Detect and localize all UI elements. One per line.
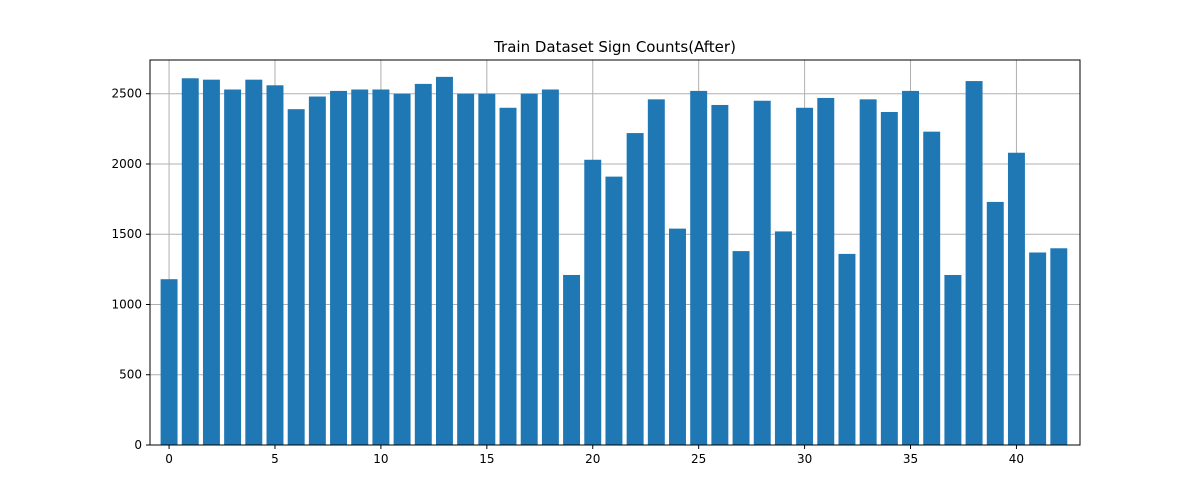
bar — [711, 104, 729, 445]
x-tick-label: 10 — [373, 452, 388, 466]
x-tick-label: 0 — [165, 452, 173, 466]
plot-frame — [149, 59, 1081, 446]
bar — [605, 176, 623, 445]
x-tick-label: 30 — [797, 452, 812, 466]
y-tick-label: 2500 — [111, 87, 142, 101]
bar — [499, 107, 517, 446]
bar — [478, 93, 496, 445]
bar — [753, 100, 771, 446]
chart-title: Train Dataset Sign Counts(After) — [493, 38, 736, 56]
bar — [647, 99, 665, 445]
axes — [149, 59, 1081, 446]
x-tick-label: 40 — [1009, 452, 1024, 466]
bar — [732, 251, 750, 445]
y-tick-label: 0 — [134, 438, 142, 452]
bar — [393, 93, 411, 445]
bar — [902, 90, 919, 445]
x-tick-label: 5 — [271, 452, 279, 466]
bar — [1029, 252, 1047, 445]
bar — [245, 79, 263, 445]
bar — [690, 90, 708, 445]
bar — [541, 89, 559, 446]
x-tick-label: 20 — [585, 452, 600, 466]
bar — [838, 253, 856, 445]
bars — [160, 76, 1068, 446]
bar — [266, 85, 284, 446]
y-tick-label: 500 — [119, 368, 142, 382]
bar — [351, 89, 369, 446]
bar — [817, 97, 835, 445]
bar — [986, 201, 1004, 445]
bar — [669, 228, 686, 445]
x-tick-label: 15 — [479, 452, 494, 466]
bar — [1007, 152, 1025, 445]
bar — [563, 274, 581, 445]
bar — [796, 107, 814, 446]
bar — [372, 89, 390, 446]
y-tick-label: 1500 — [111, 227, 142, 241]
bar — [965, 81, 983, 445]
bar — [414, 83, 432, 445]
bar — [224, 89, 242, 446]
bar — [923, 131, 941, 445]
bar — [859, 99, 877, 445]
bar — [457, 93, 475, 445]
ticks: 0 5 10 15 20 25 30 35 40 0 500 1000 1500 2000 2500 — [111, 87, 1024, 466]
bar — [287, 109, 305, 445]
bar — [944, 274, 962, 445]
bar — [1050, 248, 1068, 445]
bar — [774, 231, 792, 445]
bar — [330, 90, 348, 445]
bar — [202, 79, 220, 445]
x-tick-label: 25 — [691, 452, 706, 466]
bar — [520, 93, 538, 445]
bar — [181, 78, 199, 446]
bar — [880, 111, 898, 446]
bar — [584, 159, 602, 446]
x-tick-label: 35 — [903, 452, 918, 466]
bar — [435, 76, 453, 445]
bar — [308, 96, 326, 446]
y-tick-label: 2000 — [111, 157, 142, 171]
y-tick-label: 1000 — [111, 297, 142, 311]
bar — [626, 133, 644, 446]
bar — [160, 279, 178, 445]
